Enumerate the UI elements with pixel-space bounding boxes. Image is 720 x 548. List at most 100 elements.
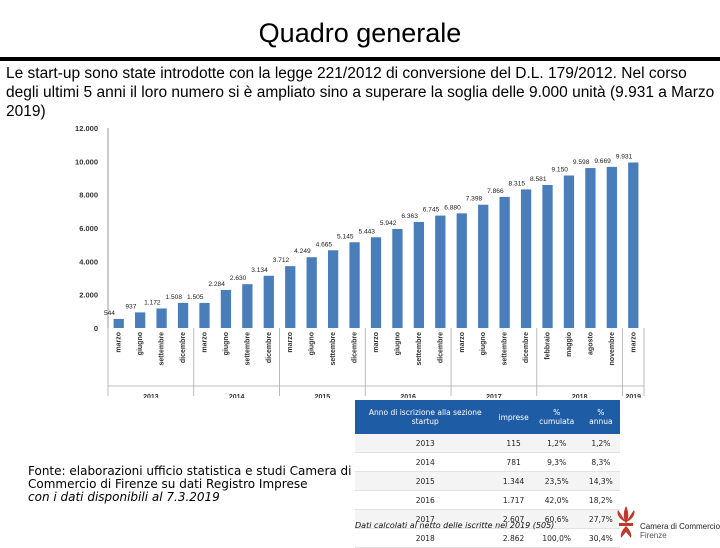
- table-footnote: Dati calcolati al netto delle iscritte n…: [355, 521, 555, 530]
- bar: [585, 168, 596, 328]
- table-cell: 2018: [355, 528, 496, 548]
- bar: [156, 308, 167, 328]
- source-note: Fonte: elaborazioni ufficio statistica e…: [28, 465, 358, 504]
- data-label: 9.598: [573, 159, 590, 166]
- table-cell: 2013: [355, 434, 496, 453]
- bar: [220, 289, 232, 328]
- y-tick-label: 6.000: [79, 224, 98, 233]
- table-cell: 2014: [355, 452, 496, 472]
- data-label: 544: [104, 310, 115, 317]
- data-label: 6.745: [423, 207, 440, 214]
- table-cell: 2.862: [495, 528, 532, 548]
- y-tick-label: 8.000: [79, 191, 98, 200]
- table-row: 2015 1.344 23,5% 14,3%: [355, 471, 620, 491]
- category-label: settembre: [244, 332, 251, 366]
- table-row: 2017 2.607 60,6% 27,7%: [355, 509, 620, 529]
- bar: [285, 266, 296, 328]
- table-row: 2013 115 1,2% 1,2%: [355, 434, 620, 453]
- intro-text: Le start-up sono state introdotte con la…: [6, 65, 715, 120]
- year-label: 2017: [486, 394, 502, 398]
- bar: [370, 237, 382, 328]
- col-header-annual: % annua: [581, 400, 620, 434]
- year-label: 2014: [229, 394, 245, 398]
- table-cell: 18,2%: [581, 490, 620, 510]
- bar: [242, 284, 253, 328]
- data-label: 2.284: [208, 281, 225, 288]
- startup-count-bar-chart: 0 2.000 4.000 6.000 8.000 10.000 12.000 544 marz…: [75, 124, 645, 398]
- y-tick-label: 12.000: [75, 124, 98, 133]
- table-cell: 100,0%: [531, 528, 582, 548]
- table-cell: 781: [495, 452, 532, 472]
- table-cell: 1.717: [495, 490, 532, 510]
- bar: [177, 302, 189, 328]
- category-label: marzo: [116, 332, 123, 353]
- data-label: 6.880: [444, 204, 461, 211]
- bar: [306, 257, 317, 328]
- table-row: 2018 2.862 100,0% 30,4%: [355, 528, 620, 548]
- category-label: settembre: [159, 332, 166, 366]
- table-cell: 1,2%: [581, 434, 620, 453]
- y-tick-label: 2.000: [79, 291, 98, 300]
- bar: [628, 162, 639, 328]
- category-label: novembre: [609, 332, 616, 366]
- category-label: marzo: [373, 332, 380, 353]
- data-label: 7.398: [466, 196, 483, 203]
- registrations-table: Anno di iscrizione alla sezione startup …: [355, 400, 620, 548]
- year-label: 2013: [143, 394, 159, 398]
- bar: [199, 302, 210, 328]
- category-label: settembre: [416, 332, 423, 366]
- table-cell: 115: [495, 434, 532, 453]
- category-label: marzo: [287, 332, 294, 353]
- category-label: dicembre: [437, 332, 444, 363]
- year-label: 2016: [400, 394, 416, 398]
- table-row: 2014 781 9,3% 8,3%: [355, 452, 620, 472]
- bar: [435, 215, 446, 328]
- bar: [456, 213, 467, 328]
- data-label: 1.505: [187, 294, 204, 301]
- table-cell: 2.607: [495, 509, 532, 529]
- bar: [542, 184, 553, 328]
- data-label: 5.942: [380, 220, 397, 227]
- logo-name: Camera di Commercio: [640, 522, 720, 531]
- category-label: giugno: [480, 332, 487, 355]
- table-cell: 2017: [355, 509, 496, 529]
- table-cell: 1,2%: [531, 434, 582, 453]
- category-label: giugno: [137, 332, 144, 355]
- category-label: dicembre: [523, 332, 530, 363]
- bar: [392, 228, 403, 328]
- data-label: 9.669: [594, 158, 611, 165]
- year-label: 2015: [315, 394, 331, 398]
- bar: [499, 196, 510, 328]
- y-tick-label: 0: [94, 324, 98, 333]
- category-label: giugno: [309, 332, 316, 355]
- y-tick-label: 4.000: [79, 257, 98, 266]
- data-label: 4.665: [316, 241, 333, 248]
- logo-wordmark: Camera di Commercio Firenze: [640, 522, 720, 540]
- category-label: dicembre: [180, 332, 187, 363]
- table-cell: 23,5%: [531, 471, 582, 491]
- bar: [113, 318, 124, 328]
- category-label: maggio: [566, 332, 573, 357]
- table-cell: 42,0%: [531, 490, 582, 510]
- chamber-logo: Camera di Commercio Firenze: [612, 502, 720, 540]
- florence-lily-icon: [617, 506, 635, 538]
- category-label: marzo: [459, 332, 466, 353]
- data-label: 937: [125, 303, 136, 310]
- data-label: 9.931: [616, 153, 633, 160]
- col-header-companies: imprese: [495, 400, 532, 434]
- bar: [478, 204, 489, 328]
- data-label: 8.315: [509, 180, 526, 187]
- category-label: febbraio: [545, 332, 552, 360]
- table-header-row: Anno di iscrizione alla sezione startup …: [355, 400, 620, 434]
- table-cell: 14,3%: [581, 471, 620, 491]
- data-label: 3.134: [251, 267, 268, 274]
- table-cell: 60,6%: [531, 509, 582, 529]
- title-divider: [0, 57, 720, 61]
- bar: [413, 221, 425, 328]
- data-label: 3.712: [273, 257, 290, 264]
- category-label: giugno: [394, 332, 401, 355]
- data-label: 8.581: [530, 176, 547, 183]
- col-header-year: Anno di iscrizione alla sezione startup: [355, 400, 496, 434]
- category-label: giugno: [223, 332, 230, 355]
- category-label: marzo: [630, 332, 637, 353]
